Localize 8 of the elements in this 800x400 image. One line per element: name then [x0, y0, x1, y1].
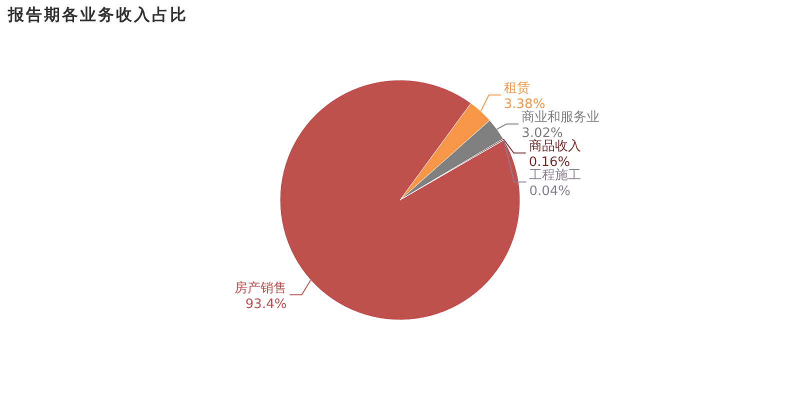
data-label: 0.04% — [529, 184, 571, 200]
slice-label: 商品收入 — [528, 139, 581, 154]
slice-label: 房产销售 — [234, 280, 287, 296]
slice-label: 商业和服务业 — [522, 110, 600, 126]
data-label: 93.4% — [245, 296, 287, 312]
text: 报告期各业务收入占比 — [7, 5, 188, 24]
slice-label: 工程施工 — [529, 168, 582, 184]
slice-label: 租赁 — [504, 81, 530, 96]
